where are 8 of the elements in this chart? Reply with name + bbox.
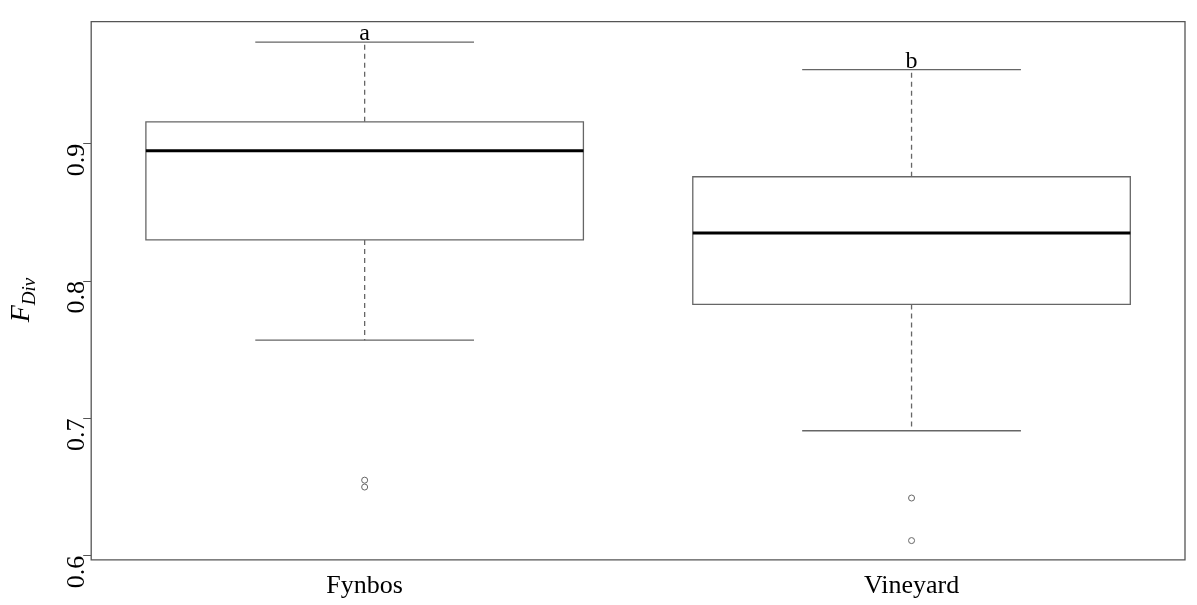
y-tick-label: 0.8	[61, 281, 91, 314]
y-tick-label: 0.9	[61, 143, 91, 177]
y-tick-label: 0.6	[61, 555, 91, 589]
x-tick-label: Vineyard	[863, 570, 960, 600]
x-tick-label: Fynbos	[326, 570, 403, 600]
annotation: a	[359, 19, 371, 46]
annotation: b	[905, 46, 918, 73]
y-tick-label: 0.7	[61, 418, 91, 451]
